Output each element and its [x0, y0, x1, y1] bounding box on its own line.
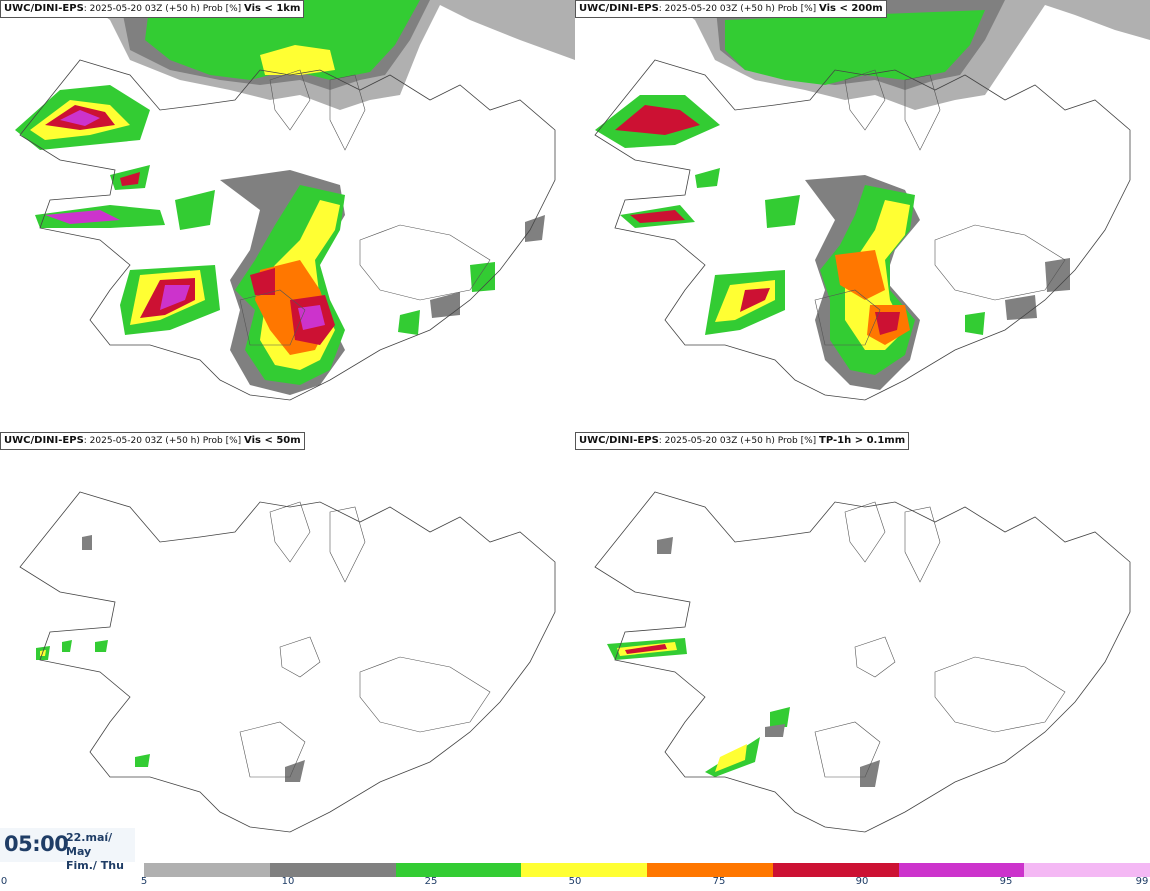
map-tp-1h: [594, 491, 1131, 833]
variable-name: Vis < 200m: [819, 3, 883, 14]
run-info: : 2025-05-20 03Z (+50 h) Prob [%]: [658, 436, 817, 446]
colorbar-segment: [772, 863, 899, 877]
model-name: UWC/DINI-EPS: [4, 3, 84, 14]
valid-date: 22.maí/ May Fim./ Thu: [66, 831, 135, 873]
colorbar-segment: [269, 863, 396, 877]
valid-date-line1: 22.maí/ May: [66, 831, 113, 858]
panel-title: UWC/DINI-EPS: 2025-05-20 03Z (+50 h) Pro…: [0, 0, 305, 18]
run-info: : 2025-05-20 03Z (+50 h) Prob [%]: [658, 4, 817, 14]
panel-title: UWC/DINI-EPS: 2025-05-20 03Z (+50 h) Pro…: [575, 432, 910, 450]
model-name: UWC/DINI-EPS: [579, 3, 659, 14]
map-vis-200m: [575, 0, 1150, 401]
variable-name: Vis < 1km: [244, 3, 301, 14]
probability-colorbar: [144, 863, 1150, 877]
map-panel-vis-200m: UWC/DINI-EPS: 2025-05-20 03Z (+50 h) Pro…: [575, 0, 1150, 432]
valid-time-box: 05:00 22.maí/ May Fim./ Thu: [0, 828, 135, 872]
colorbar-segment: [1024, 863, 1150, 877]
run-info: : 2025-05-20 03Z (+50 h) Prob [%]: [83, 436, 242, 446]
colorbar-segment: [521, 863, 647, 877]
colorbar-tick: 10: [281, 876, 295, 887]
map-vis-1km: [0, 0, 575, 401]
colorbar-segment: [395, 863, 522, 877]
map-panel-vis-1km: UWC/DINI-EPS: 2025-05-20 03Z (+50 h) Pro…: [0, 0, 575, 432]
colorbar-tick: 0: [0, 876, 8, 887]
colorbar-tick: 95: [999, 876, 1013, 887]
map-panel-vis-50m: UWC/DINI-EPS: 2025-05-20 03Z (+50 h) Pro…: [0, 432, 575, 864]
model-name: UWC/DINI-EPS: [4, 435, 84, 446]
valid-date-line2: Fim./ Thu: [66, 859, 124, 872]
run-info: : 2025-05-20 03Z (+50 h) Prob [%]: [83, 4, 242, 14]
colorbar-tick: 25: [424, 876, 438, 887]
colorbar-tick: 50: [568, 876, 582, 887]
model-name: UWC/DINI-EPS: [579, 435, 659, 446]
variable-name: TP-1h > 0.1mm: [819, 435, 906, 446]
colorbar-tick: 90: [855, 876, 869, 887]
valid-time-clock: 05:00: [4, 832, 69, 856]
colorbar-segment: [144, 863, 270, 877]
variable-name: Vis < 50m: [244, 435, 301, 446]
colorbar-segment: [898, 863, 1025, 877]
panel-title: UWC/DINI-EPS: 2025-05-20 03Z (+50 h) Pro…: [575, 0, 887, 18]
colorbar-tick: 75: [712, 876, 726, 887]
colorbar-tick: 5: [140, 876, 148, 887]
colorbar-tick: 99: [1135, 876, 1149, 887]
map-vis-50m: [19, 491, 556, 833]
panel-title: UWC/DINI-EPS: 2025-05-20 03Z (+50 h) Pro…: [0, 432, 305, 450]
colorbar-segment: [647, 863, 773, 877]
map-panel-tp-1h: UWC/DINI-EPS: 2025-05-20 03Z (+50 h) Pro…: [575, 432, 1150, 864]
